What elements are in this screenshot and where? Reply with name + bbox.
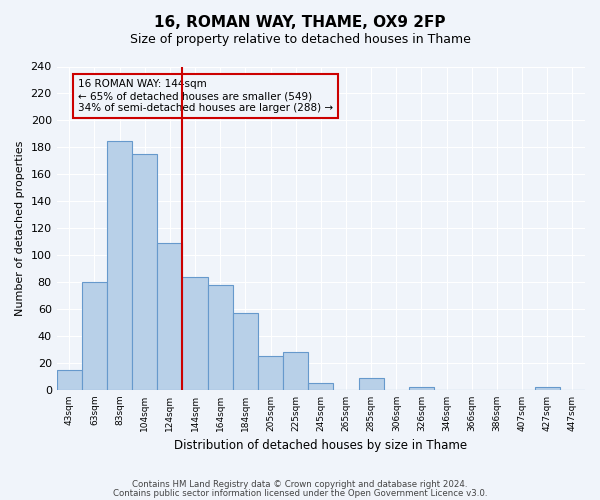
Bar [182, 276, 208, 390]
Bar [409, 387, 434, 390]
Text: Size of property relative to detached houses in Thame: Size of property relative to detached ho… [130, 32, 470, 46]
Bar [107, 140, 132, 390]
Bar [233, 313, 258, 390]
Text: 16 ROMAN WAY: 144sqm
← 65% of detached houses are smaller (549)
34% of semi-deta: 16 ROMAN WAY: 144sqm ← 65% of detached h… [78, 80, 333, 112]
Text: Contains HM Land Registry data © Crown copyright and database right 2024.: Contains HM Land Registry data © Crown c… [132, 480, 468, 489]
Bar [258, 356, 283, 390]
Bar [56, 370, 82, 390]
Bar [283, 352, 308, 390]
Bar [132, 154, 157, 390]
Text: Contains public sector information licensed under the Open Government Licence v3: Contains public sector information licen… [113, 488, 487, 498]
Bar [308, 383, 334, 390]
Bar [535, 387, 560, 390]
X-axis label: Distribution of detached houses by size in Thame: Distribution of detached houses by size … [174, 440, 467, 452]
Text: 16, ROMAN WAY, THAME, OX9 2FP: 16, ROMAN WAY, THAME, OX9 2FP [154, 15, 446, 30]
Y-axis label: Number of detached properties: Number of detached properties [15, 140, 25, 316]
Bar [359, 378, 384, 390]
Bar [208, 285, 233, 390]
Bar [157, 243, 182, 390]
Bar [82, 282, 107, 390]
